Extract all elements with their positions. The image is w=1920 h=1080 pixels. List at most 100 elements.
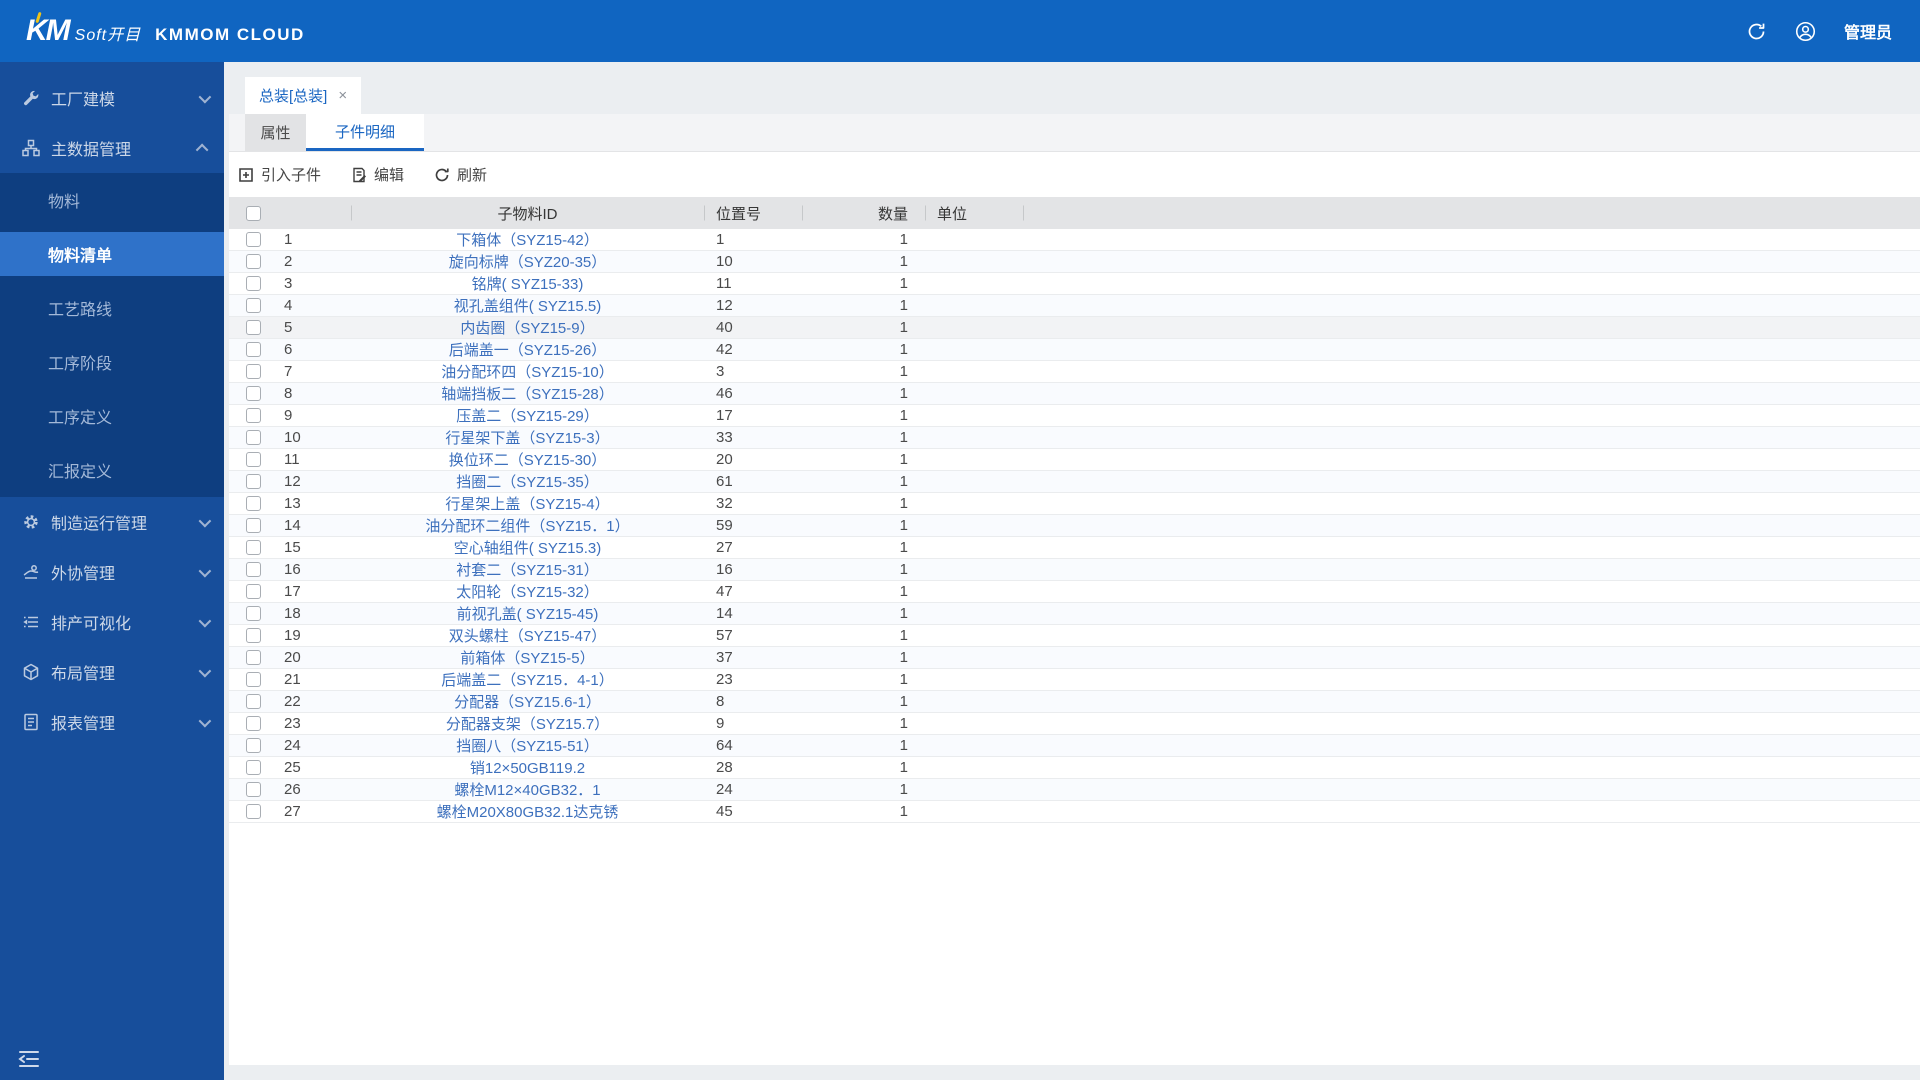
select-all-checkbox[interactable] bbox=[246, 205, 261, 221]
current-user-label[interactable]: 管理员 bbox=[1843, 25, 1892, 42]
row-checkbox[interactable] bbox=[246, 430, 261, 445]
row-checkbox[interactable] bbox=[246, 782, 261, 797]
sidebar-subitem-汇报定义[interactable]: 汇报定义 bbox=[48, 464, 113, 481]
table-row[interactable]: 27 螺栓M20X80GB32.1达克锈 45 1 bbox=[229, 801, 1920, 823]
table-row[interactable]: 20 前箱体（SYZ15-5） 37 1 bbox=[229, 647, 1920, 669]
row-checkbox[interactable] bbox=[246, 474, 261, 489]
row-checkbox[interactable] bbox=[246, 496, 261, 511]
child-material-link[interactable]: 行星架下盖（SYZ15-3） bbox=[445, 430, 610, 447]
table-row[interactable]: 21 后端盖二（SYZ15．4-1） 23 1 bbox=[229, 669, 1920, 691]
sidebar-item-1[interactable]: 主数据管理 bbox=[0, 123, 224, 173]
table-row[interactable]: 4 视孔盖组件( SYZ15.5) 12 1 bbox=[229, 295, 1920, 317]
child-material-link[interactable]: 油分配环二组件（SYZ15．1） bbox=[425, 518, 630, 535]
edit-button[interactable]: 编辑 bbox=[351, 164, 404, 185]
row-checkbox[interactable] bbox=[246, 452, 261, 467]
row-checkbox[interactable] bbox=[246, 518, 261, 533]
tab-properties[interactable]: 属性 bbox=[245, 114, 306, 151]
table-row[interactable]: 9 压盖二（SYZ15-29） 17 1 bbox=[229, 405, 1920, 427]
child-material-link[interactable]: 前箱体（SYZ15-5） bbox=[460, 650, 595, 667]
refresh-icon[interactable] bbox=[1746, 21, 1767, 42]
row-checkbox[interactable] bbox=[246, 804, 261, 819]
refresh-button[interactable]: 刷新 bbox=[434, 164, 487, 185]
table-row[interactable]: 11 换位环二（SYZ15-30） 20 1 bbox=[229, 449, 1920, 471]
child-material-link[interactable]: 前视孔盖( SYZ15-45) bbox=[456, 606, 599, 623]
table-row[interactable]: 22 分配器（SYZ15.6-1） 8 1 bbox=[229, 691, 1920, 713]
row-checkbox[interactable] bbox=[246, 606, 261, 621]
row-checkbox[interactable] bbox=[246, 694, 261, 709]
sidebar-item-3[interactable]: 外协管理 bbox=[0, 547, 224, 597]
child-material-link[interactable]: 空心轴组件( SYZ15.3) bbox=[453, 540, 602, 557]
child-material-link[interactable]: 行星架上盖（SYZ15-4） bbox=[445, 496, 610, 513]
row-checkbox[interactable] bbox=[246, 760, 261, 775]
child-material-link[interactable]: 螺栓M12×40GB32．1 bbox=[454, 782, 601, 799]
child-material-link[interactable]: 挡圈八（SYZ15-51） bbox=[456, 738, 599, 755]
child-material-link[interactable]: 太阳轮（SYZ15-32） bbox=[456, 584, 599, 601]
child-material-link[interactable]: 视孔盖组件( SYZ15.5) bbox=[453, 298, 602, 315]
child-material-link[interactable]: 换位环二（SYZ15-30） bbox=[448, 452, 607, 469]
sidebar-item-4[interactable]: 排产可视化 bbox=[0, 597, 224, 647]
table-row[interactable]: 16 衬套二（SYZ15-31） 16 1 bbox=[229, 559, 1920, 581]
row-checkbox[interactable] bbox=[246, 716, 261, 731]
child-material-link[interactable]: 分配器支架（SYZ15.7） bbox=[445, 716, 610, 733]
row-checkbox[interactable] bbox=[246, 298, 261, 313]
sidebar-subitem-物料[interactable]: 物料 bbox=[48, 194, 81, 211]
child-material-link[interactable]: 内齿圈（SYZ15-9） bbox=[460, 320, 595, 337]
child-material-link[interactable]: 挡圈二（SYZ15-35） bbox=[456, 474, 599, 491]
sidebar-collapse-icon[interactable] bbox=[17, 1049, 41, 1069]
table-row[interactable]: 19 双头螺柱（SYZ15-47） 57 1 bbox=[229, 625, 1920, 647]
table-row[interactable]: 26 螺栓M12×40GB32．1 24 1 bbox=[229, 779, 1920, 801]
table-row[interactable]: 18 前视孔盖( SYZ15-45) 14 1 bbox=[229, 603, 1920, 625]
table-row[interactable]: 2 旋向标牌（SYZ20-35） 10 1 bbox=[229, 251, 1920, 273]
child-material-link[interactable]: 销12×50GB119.2 bbox=[469, 760, 586, 777]
table-row[interactable]: 15 空心轴组件( SYZ15.3) 27 1 bbox=[229, 537, 1920, 559]
child-material-link[interactable]: 后端盖二（SYZ15．4-1） bbox=[441, 672, 614, 689]
row-checkbox[interactable] bbox=[246, 540, 261, 555]
row-checkbox[interactable] bbox=[246, 232, 261, 247]
row-checkbox[interactable] bbox=[246, 342, 261, 357]
table-row[interactable]: 25 销12×50GB119.2 28 1 bbox=[229, 757, 1920, 779]
row-checkbox[interactable] bbox=[246, 562, 261, 577]
table-row[interactable]: 24 挡圈八（SYZ15-51） 64 1 bbox=[229, 735, 1920, 757]
tab-close-icon[interactable]: × bbox=[338, 87, 348, 104]
sidebar-item-2[interactable]: 制造运行管理 bbox=[0, 497, 224, 547]
table-row[interactable]: 23 分配器支架（SYZ15.7） 9 1 bbox=[229, 713, 1920, 735]
child-material-link[interactable]: 轴端挡板二（SYZ15-28） bbox=[441, 386, 614, 403]
child-material-link[interactable]: 油分配环四（SYZ15-10） bbox=[441, 364, 614, 381]
sidebar-subitem-工序定义[interactable]: 工序定义 bbox=[48, 410, 113, 427]
row-checkbox[interactable] bbox=[246, 584, 261, 599]
row-checkbox[interactable] bbox=[246, 386, 261, 401]
row-checkbox[interactable] bbox=[246, 276, 261, 291]
table-row[interactable]: 10 行星架下盖（SYZ15-3） 33 1 bbox=[229, 427, 1920, 449]
table-row[interactable]: 3 铭牌( SYZ15-33) 11 1 bbox=[229, 273, 1920, 295]
sidebar-subitem-物料清单[interactable]: 物料清单 bbox=[0, 232, 224, 276]
table-row[interactable]: 7 油分配环四（SYZ15-10） 3 1 bbox=[229, 361, 1920, 383]
sidebar-subitem-工序阶段[interactable]: 工序阶段 bbox=[48, 356, 113, 373]
row-checkbox[interactable] bbox=[246, 364, 261, 379]
row-checkbox[interactable] bbox=[246, 408, 261, 423]
table-row[interactable]: 5 内齿圈（SYZ15-9） 40 1 bbox=[229, 317, 1920, 339]
child-material-link[interactable]: 旋向标牌（SYZ20-35） bbox=[448, 254, 607, 271]
user-avatar-icon[interactable] bbox=[1795, 21, 1816, 42]
table-row[interactable]: 6 后端盖一（SYZ15-26） 42 1 bbox=[229, 339, 1920, 361]
tab-child-detail[interactable]: 子件明细 bbox=[306, 114, 424, 151]
child-material-link[interactable]: 下箱体（SYZ15-42） bbox=[456, 232, 599, 249]
row-checkbox[interactable] bbox=[246, 628, 261, 643]
import-child-button[interactable]: 引入子件 bbox=[238, 164, 321, 185]
child-material-link[interactable]: 分配器（SYZ15.6-1） bbox=[454, 694, 601, 711]
table-row[interactable]: 12 挡圈二（SYZ15-35） 61 1 bbox=[229, 471, 1920, 493]
row-checkbox[interactable] bbox=[246, 738, 261, 753]
sidebar-item-0[interactable]: 工厂建模 bbox=[0, 73, 224, 123]
child-material-link[interactable]: 双头螺柱（SYZ15-47） bbox=[448, 628, 607, 645]
child-material-link[interactable]: 螺栓M20X80GB32.1达克锈 bbox=[436, 804, 619, 821]
table-row[interactable]: 14 油分配环二组件（SYZ15．1） 59 1 bbox=[229, 515, 1920, 537]
table-row[interactable]: 13 行星架上盖（SYZ15-4） 32 1 bbox=[229, 493, 1920, 515]
sidebar-subitem-工艺路线[interactable]: 工艺路线 bbox=[48, 302, 113, 319]
row-checkbox[interactable] bbox=[246, 254, 261, 269]
row-checkbox[interactable] bbox=[246, 320, 261, 335]
row-checkbox[interactable] bbox=[246, 650, 261, 665]
table-row[interactable]: 1 下箱体（SYZ15-42） 1 1 bbox=[229, 229, 1920, 251]
sidebar-item-6[interactable]: 报表管理 bbox=[0, 697, 224, 747]
row-checkbox[interactable] bbox=[246, 672, 261, 687]
page-tab[interactable]: 总装[总装] × bbox=[245, 77, 362, 114]
table-row[interactable]: 17 太阳轮（SYZ15-32） 47 1 bbox=[229, 581, 1920, 603]
